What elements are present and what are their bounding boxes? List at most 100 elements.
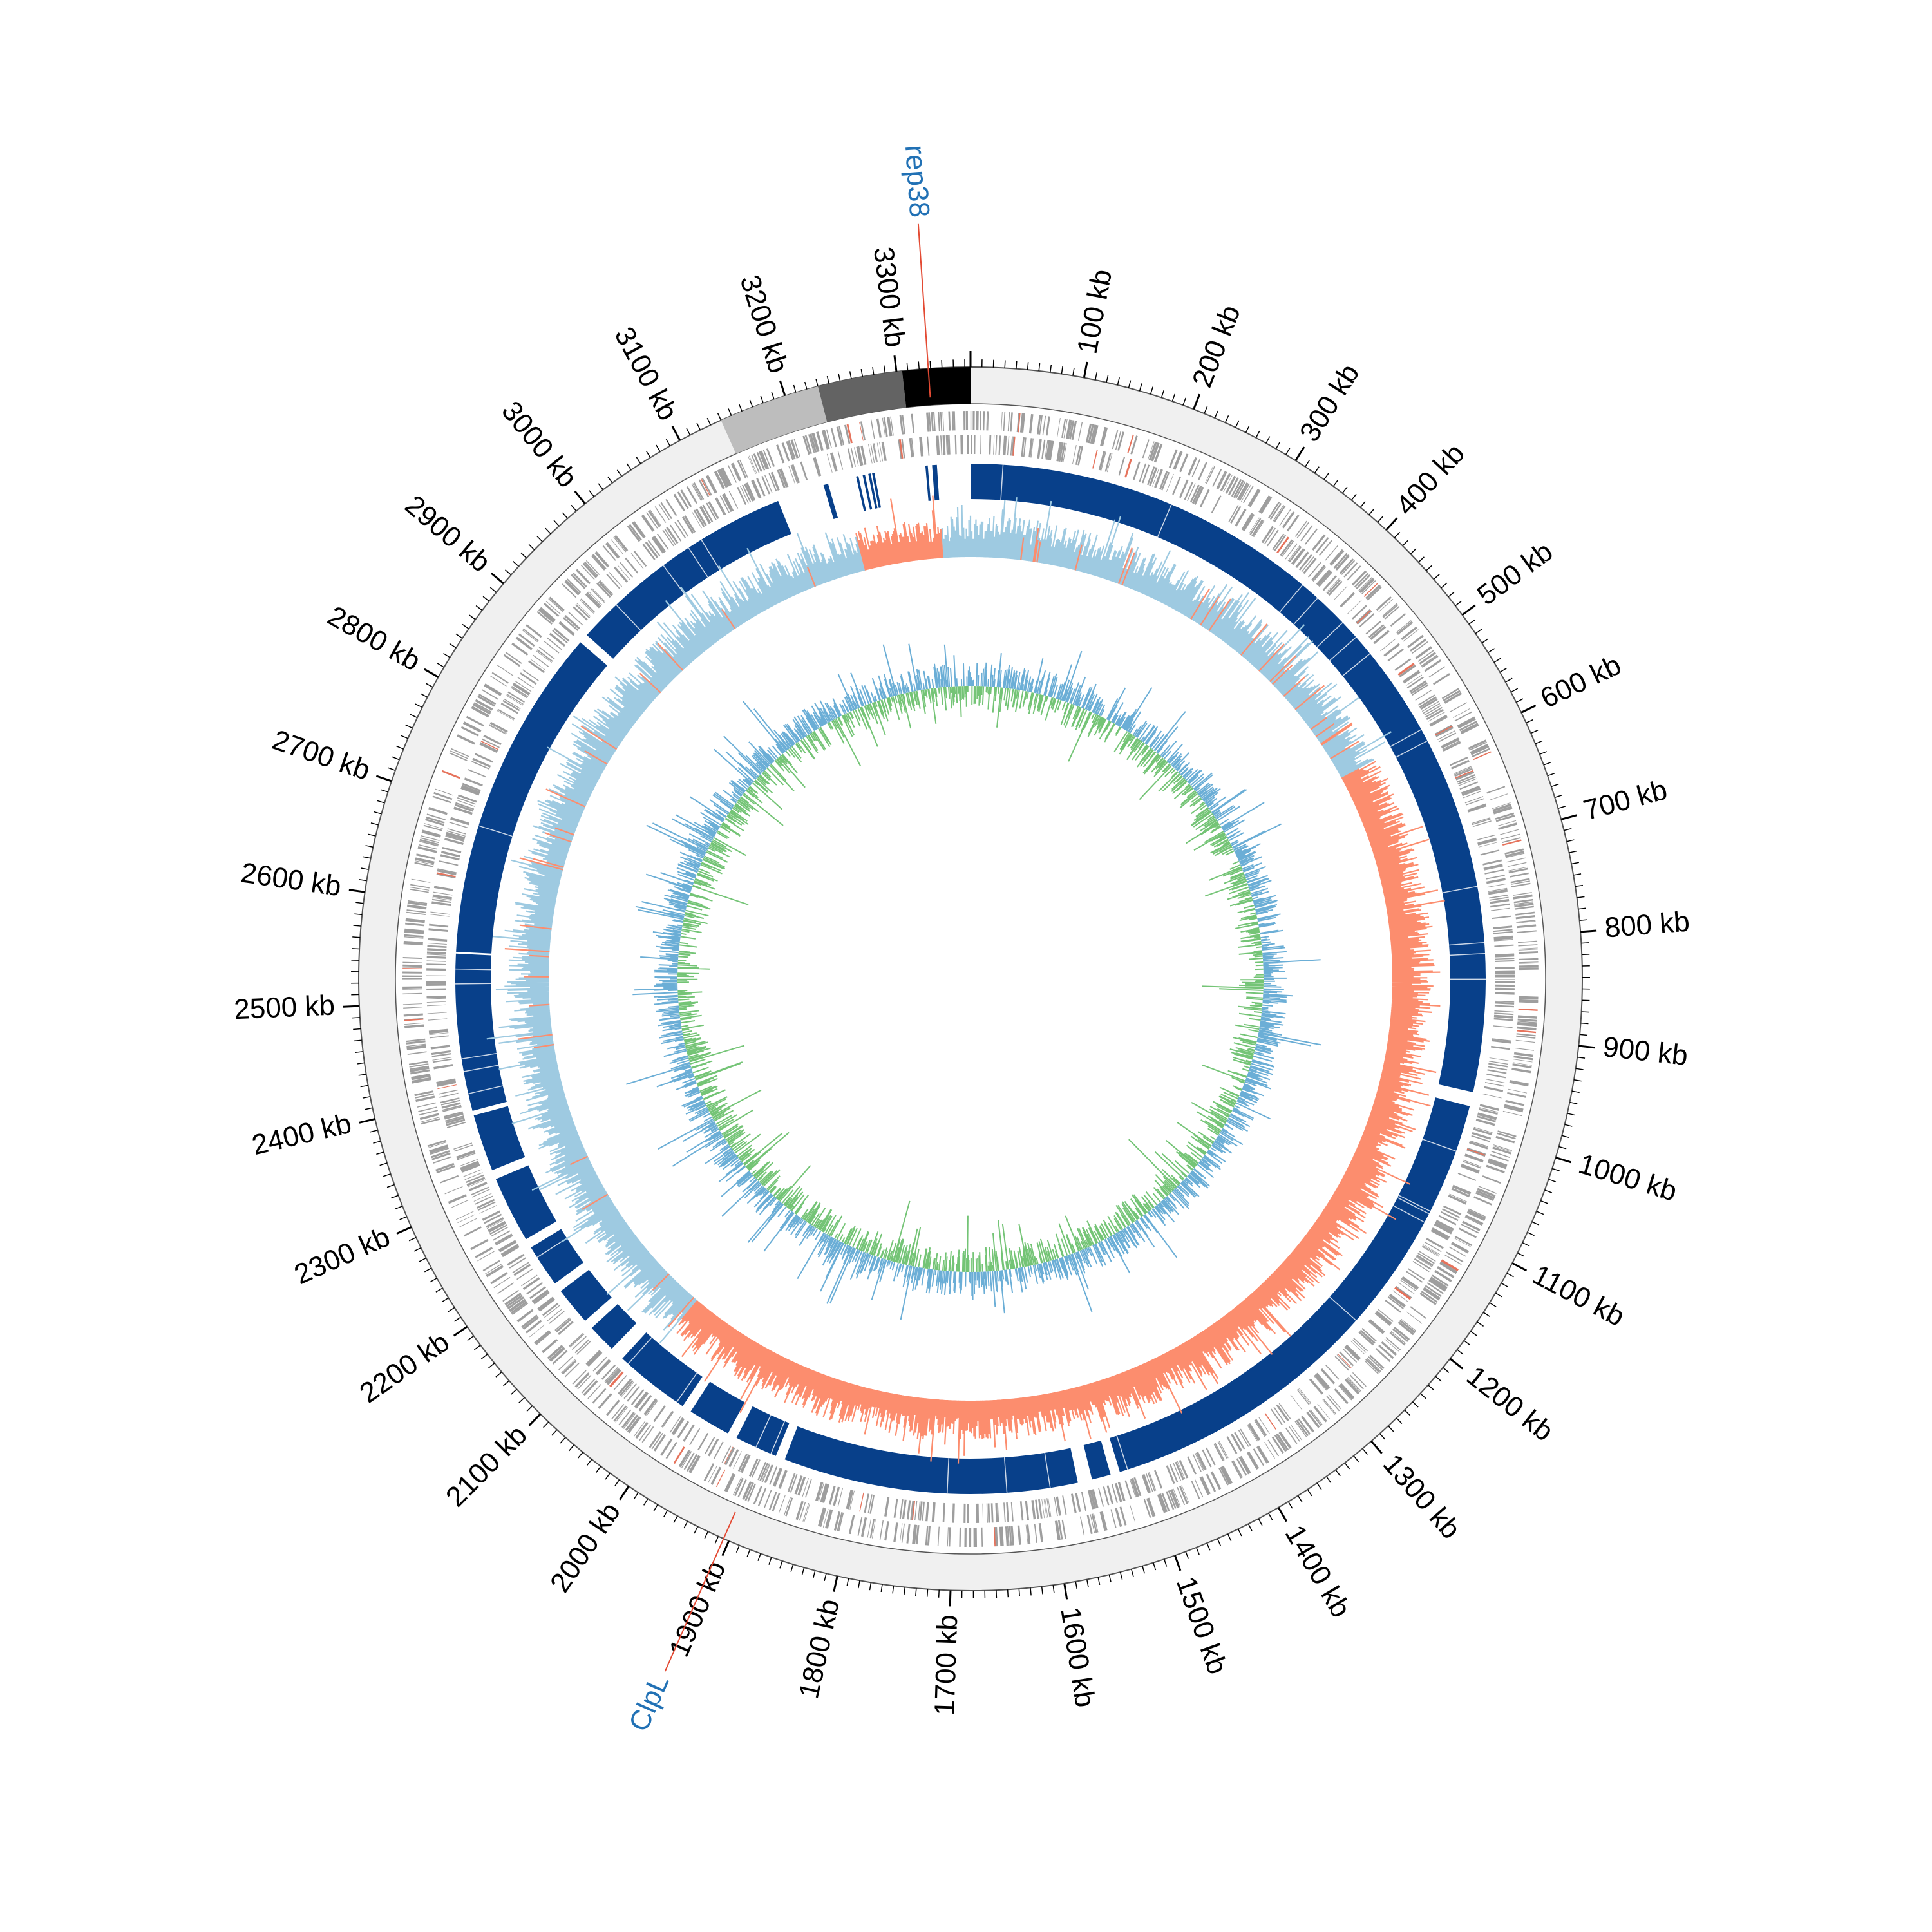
major-tick xyxy=(1063,1583,1068,1600)
gene-feature xyxy=(790,465,798,484)
gene-feature xyxy=(1495,993,1515,995)
gene-feature xyxy=(1467,1209,1486,1220)
gene-feature xyxy=(1088,424,1094,444)
gene-feature xyxy=(574,1339,590,1354)
minor-tick xyxy=(543,1421,549,1428)
gene-feature xyxy=(455,1211,474,1220)
gene-feature xyxy=(890,416,894,436)
gene-feature xyxy=(445,1115,464,1122)
gene-feature xyxy=(1464,1215,1484,1226)
gene-feature xyxy=(1336,1354,1351,1369)
gene-feature xyxy=(1318,571,1332,587)
gene-feature xyxy=(529,1286,547,1300)
gene-feature xyxy=(1515,914,1535,920)
minor-tick xyxy=(1483,1312,1490,1318)
gene-feature xyxy=(446,1121,466,1128)
gene-feature xyxy=(665,498,677,516)
minor-tick xyxy=(1540,1200,1548,1204)
gene-feature xyxy=(512,1262,529,1274)
gene-feature xyxy=(1368,1320,1384,1334)
gene-feature xyxy=(752,479,762,498)
gene-feature xyxy=(1453,766,1472,775)
gene-feature xyxy=(441,770,460,779)
gene-feature xyxy=(596,582,611,598)
minor-tick xyxy=(1344,1463,1350,1470)
gene-feature xyxy=(1461,1224,1479,1234)
gene-feature xyxy=(1267,501,1280,519)
gene-feature xyxy=(1506,857,1526,863)
minor-tick xyxy=(1153,1562,1157,1571)
gene-feature xyxy=(477,1251,495,1262)
minor-tick xyxy=(510,1388,517,1395)
minor-tick xyxy=(370,1130,378,1133)
gene-feature xyxy=(1401,626,1417,640)
minor-tick xyxy=(1362,1448,1368,1455)
minor-tick xyxy=(368,833,376,837)
blast-hit-segment xyxy=(872,473,882,508)
gene-feature xyxy=(1191,459,1201,477)
gene-feature xyxy=(899,439,904,459)
gene-feature xyxy=(899,1523,903,1543)
gene-feature xyxy=(1147,441,1155,460)
gene-feature xyxy=(1389,1332,1405,1346)
gene-feature xyxy=(423,824,442,831)
gene-feature xyxy=(1046,1498,1050,1518)
gene-feature xyxy=(710,1466,722,1485)
tick-label: 2100 kb xyxy=(440,1419,533,1513)
gene-feature xyxy=(432,894,452,899)
gene-feature xyxy=(1061,419,1066,439)
gene-feature xyxy=(825,1509,832,1529)
gene-feature xyxy=(1383,604,1399,618)
annotation-leader-line xyxy=(917,223,931,398)
scale-ticks xyxy=(343,351,1597,1607)
gene-feature xyxy=(437,1080,456,1086)
gene-feature xyxy=(436,872,456,878)
tick-label: 1100 kb xyxy=(1528,1259,1630,1333)
gene-feature xyxy=(1421,1246,1439,1257)
gene-feature xyxy=(975,1503,978,1523)
gene-feature xyxy=(967,1503,969,1523)
gene-feature xyxy=(598,580,613,596)
minor-tick xyxy=(374,811,382,815)
gene-feature xyxy=(480,742,498,752)
gene-feature xyxy=(695,508,707,526)
gene-feature xyxy=(1406,1311,1423,1324)
gene-feature xyxy=(1309,1378,1323,1394)
gene-feature xyxy=(430,911,450,915)
minor-tick xyxy=(589,490,594,497)
minor-tick xyxy=(1493,658,1501,663)
gc-content-positive xyxy=(626,643,1321,1320)
gene-feature xyxy=(737,1453,748,1472)
gene-feature xyxy=(468,1182,488,1191)
gene-feature xyxy=(1021,437,1025,457)
blast-hit-segment xyxy=(560,1269,612,1321)
gene-feature xyxy=(489,721,508,733)
gene-feature xyxy=(580,598,596,613)
gene-feature xyxy=(595,1359,611,1375)
gene-feature xyxy=(979,411,981,431)
gene-feature xyxy=(547,1345,564,1359)
gene-feature xyxy=(1518,947,1538,950)
gene-feature xyxy=(1159,1493,1168,1513)
gene-feature xyxy=(1400,1280,1417,1292)
minor-tick xyxy=(1580,1022,1589,1025)
gene-feature xyxy=(402,975,422,978)
major-tick xyxy=(721,1540,730,1557)
gene-feature xyxy=(402,967,422,969)
gene-feature xyxy=(838,426,845,446)
gene-feature xyxy=(520,672,537,685)
gene-feature xyxy=(1494,1012,1514,1016)
gene-feature xyxy=(697,1433,709,1451)
gene-feature xyxy=(1009,1526,1012,1546)
gene-feature xyxy=(442,1106,462,1112)
gene-feature xyxy=(734,1477,744,1497)
gene-feature xyxy=(925,1526,929,1546)
gene-feature xyxy=(426,988,446,990)
gene-feature xyxy=(1495,1137,1515,1144)
gene-feature xyxy=(1397,1321,1415,1336)
blast-hit-segment xyxy=(690,1381,745,1434)
gene-feature xyxy=(462,782,481,791)
gene-feature xyxy=(1177,1486,1186,1506)
gene-feature xyxy=(1390,612,1406,627)
gene-feature xyxy=(549,1311,565,1324)
